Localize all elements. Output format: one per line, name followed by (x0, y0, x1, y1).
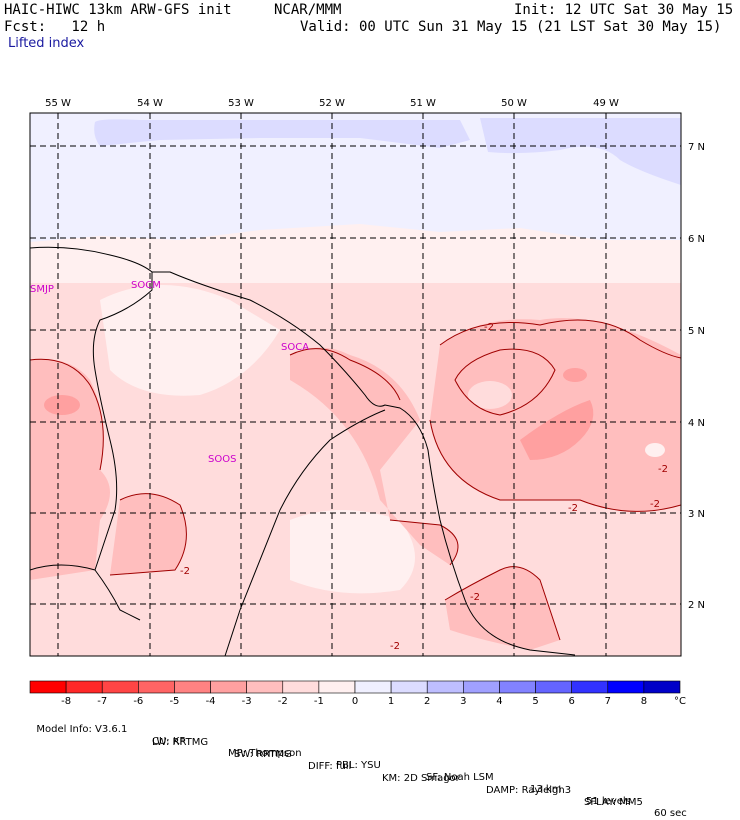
field-name: Lifted index (8, 36, 85, 51)
model-title: HAIC-HIWC 13km ARW-GFS init (4, 2, 232, 18)
legend-swatch (318, 680, 356, 694)
legend-swatch (101, 680, 139, 694)
legend-swatch (499, 680, 536, 694)
map-field-strong-2 (44, 395, 80, 415)
legend-tick-label: 0 (352, 696, 358, 707)
footer-item: KM: 2D Smagor (382, 773, 460, 784)
contour-label: -2 (484, 322, 494, 333)
lon-label: 55 W (45, 98, 71, 109)
lat-label: 2 N (688, 600, 705, 611)
legend-tick-label: -7 (97, 696, 107, 707)
map-field-pink-sw (110, 493, 187, 575)
map-field-pale-hole-2 (645, 443, 665, 457)
legend-swatch (29, 680, 67, 694)
station-label: SMJP (30, 284, 54, 295)
forecast-hour: Fcst: 12 h (4, 19, 106, 35)
lon-label: 52 W (319, 98, 345, 109)
legend-tick-label: -3 (242, 696, 252, 707)
valid-time: Valid: 00 UTC Sun 31 May 15 (21 LST Sat … (300, 19, 722, 35)
legend-swatch (246, 680, 284, 694)
map-field-pale-interior (100, 285, 280, 396)
map-frame (29, 112, 682, 657)
contour-label: -2 (568, 503, 578, 514)
lat-label: 6 N (688, 234, 705, 245)
contour-label: -2 (650, 499, 660, 510)
lat-label: 5 N (688, 326, 705, 337)
footer-line2: LW: RRTMG SW: RRTMG DIFF: full KM: 2D Sm… (30, 725, 730, 809)
legend-tick-label: 6 (568, 696, 574, 707)
lon-label: 49 W (593, 98, 619, 109)
legend-tick-label: -1 (314, 696, 324, 707)
legend-swatch (282, 680, 320, 694)
legend-tick-label: 2 (424, 696, 430, 707)
contour-lines (30, 319, 681, 641)
lon-label: 50 W (501, 98, 527, 109)
station-label: SOCM (131, 280, 161, 291)
legend-tick-label: -5 (169, 696, 179, 707)
legend-swatch (535, 680, 572, 694)
contour-label: -2 (180, 566, 190, 577)
map-field-pink-west (30, 359, 110, 580)
footer-item: 60 sec (654, 808, 687, 819)
footer-item: DIFF: full (308, 761, 352, 772)
legend-swatch (643, 680, 681, 694)
legend-unit: °C (674, 696, 686, 707)
org-label: NCAR/MMM (274, 2, 342, 18)
legend-tick-label: 5 (532, 696, 538, 707)
graticule (30, 113, 681, 656)
lat-label: 4 N (688, 418, 705, 429)
footer-item: Model Info: V3.6.1 (36, 724, 128, 735)
map-field-pale-se (290, 510, 415, 594)
map-field-pink-south (445, 566, 560, 650)
legend-swatch (426, 680, 464, 694)
legend-swatch (210, 680, 247, 694)
legend-tick-label: 3 (460, 696, 466, 707)
map-field-pink-center (290, 347, 458, 565)
footer-item: LW: RRTMG (152, 737, 209, 748)
map-field-pale-hole (468, 381, 512, 409)
station-label: SOCA (281, 342, 309, 353)
legend-swatch (607, 680, 645, 694)
legend-tick-label: -6 (133, 696, 143, 707)
legend-tick-label: -2 (278, 696, 288, 707)
legend-tick-label: 8 (641, 696, 647, 707)
footer-item: SFLAY: MM5 (584, 797, 643, 808)
legend-tick-label: -4 (206, 696, 216, 707)
legend-tick-label: 7 (605, 696, 611, 707)
legend-swatch (65, 680, 103, 694)
legend-tick-label: 4 (496, 696, 502, 707)
footer-item: SW: RRTMG (234, 749, 292, 760)
coastline-borders (30, 246, 576, 656)
legend-swatch (174, 680, 211, 694)
lat-label: 3 N (688, 509, 705, 520)
color-legend: -8 -7 -6 -5 -4 -3 -2 -1 0 1 2 3 4 5 6 7 8 (29, 680, 681, 707)
map-field-strong-3 (563, 368, 587, 382)
legend-swatch (390, 680, 428, 694)
lat-label: 7 N (688, 142, 705, 153)
init-time: Init: 12 UTC Sat 30 May 15 (514, 2, 734, 18)
lon-label: 54 W (137, 98, 163, 109)
footer-item: DAMP: Rayleigh3 (486, 785, 572, 796)
lon-label: 53 W (228, 98, 254, 109)
map-field-strong-1 (520, 400, 594, 460)
legend-swatch (354, 680, 392, 694)
legend-swatch (463, 680, 500, 694)
legend-tick-label: -8 (61, 696, 71, 707)
contour-label: -2 (470, 592, 480, 603)
contour-label: -2 (658, 464, 668, 475)
map-field-pink-east (430, 318, 681, 512)
legend-swatch (138, 680, 175, 694)
lifted-index-map: -2 -2 -2 -2 -2 -2 -2 SMJP SOCM SOCA SOOS… (29, 98, 705, 707)
lon-label: 51 W (410, 98, 436, 109)
station-label: SOOS (208, 454, 236, 465)
legend-tick-label: 1 (388, 696, 394, 707)
map-field-ne-blue (480, 118, 681, 185)
contour-label: -2 (390, 641, 400, 652)
legend-swatch (571, 680, 609, 694)
map-field-top-blue (94, 119, 470, 148)
